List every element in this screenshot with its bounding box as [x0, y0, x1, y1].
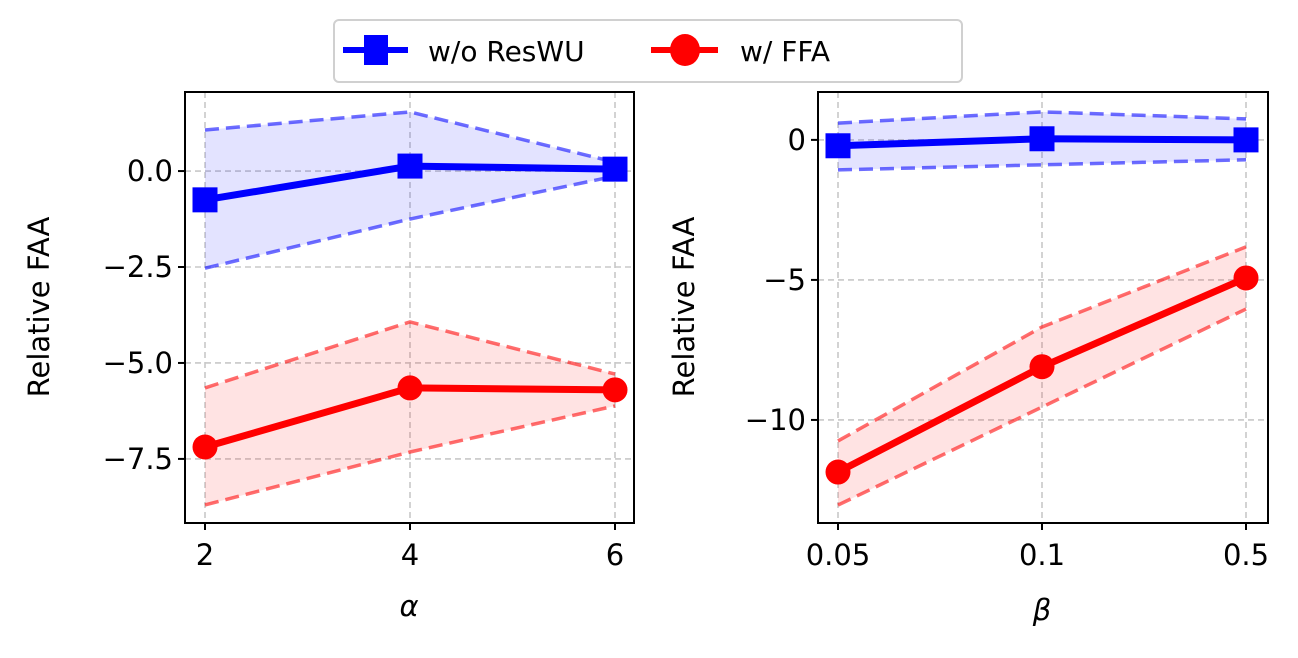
- ticks: 0.0 −2.5 −5.0 −7.5 2 4 6: [103, 154, 625, 572]
- y-tick-label: −10: [745, 403, 806, 437]
- bands: [204, 110, 616, 507]
- lower-bound-line: [204, 174, 616, 270]
- legend-square-marker-icon: [364, 35, 388, 65]
- x-tick-label: 0.5: [1223, 538, 1269, 572]
- legend-frame: [333, 19, 963, 83]
- y-axis-label: Relative FAA: [667, 217, 701, 398]
- legend-circle-marker-icon: [670, 34, 700, 66]
- lower-bound-line: [837, 158, 1247, 172]
- confidence-band: [205, 111, 615, 269]
- x-tick-label: 0.05: [806, 538, 871, 572]
- x-axis-label: β: [1032, 593, 1052, 627]
- confidence-band: [205, 321, 615, 505]
- lower-bound-line: [837, 307, 1247, 507]
- lines: [192, 153, 628, 460]
- y-tick-label: 0: [788, 123, 806, 157]
- y-tick-label: −2.5: [103, 250, 173, 284]
- y-tick-label: −7.5: [103, 442, 173, 476]
- data-point-square: [397, 153, 423, 179]
- data-point-square: [602, 156, 628, 182]
- x-tick-label: 2: [196, 538, 214, 572]
- upper-bound-line: [204, 320, 616, 390]
- legend-entry-0: w/o ResWU: [343, 35, 585, 68]
- data-point-circle: [602, 377, 628, 403]
- legend: w/o ResWU w/ FFA: [333, 19, 963, 83]
- y-tick-label: 0.0: [127, 154, 173, 188]
- panel-beta: 0 −5 −10 0.05 0.1 0.5 β Relative FAA: [667, 91, 1269, 627]
- x-tick-label: 4: [401, 538, 419, 572]
- x-tick-label: 0.1: [1019, 538, 1065, 572]
- legend-label-1: w/ FFA: [740, 35, 830, 68]
- upper-bound-line: [837, 110, 1247, 125]
- y-tick-label: −5: [763, 263, 806, 297]
- data-point-square: [1029, 126, 1055, 152]
- data-point-circle: [1029, 354, 1055, 380]
- data-point-square: [1233, 127, 1259, 153]
- x-tick-label: 6: [606, 538, 624, 572]
- legend-label-0: w/o ResWU: [428, 35, 585, 68]
- y-tick-label: −5.0: [103, 346, 173, 380]
- panel-alpha: 0.0 −2.5 −5.0 −7.5 2 4 6 α Relative FAA: [22, 91, 635, 623]
- upper-bound-line: [204, 110, 616, 164]
- data-point-square: [192, 187, 218, 213]
- ticks: 0 −5 −10 0.05 0.1 0.5: [745, 123, 1269, 572]
- data-point-circle: [192, 434, 218, 460]
- lines: [825, 126, 1259, 485]
- data-point-circle: [397, 375, 423, 401]
- x-axis-label: α: [399, 589, 418, 623]
- lower-bound-line: [204, 404, 616, 507]
- y-axis-label: Relative FAA: [22, 217, 56, 398]
- upper-bound-line: [837, 245, 1247, 443]
- legend-entry-1: w/ FFA: [651, 34, 830, 68]
- data-point-circle: [825, 459, 851, 485]
- data-point-square: [825, 133, 851, 159]
- data-point-circle: [1233, 265, 1259, 291]
